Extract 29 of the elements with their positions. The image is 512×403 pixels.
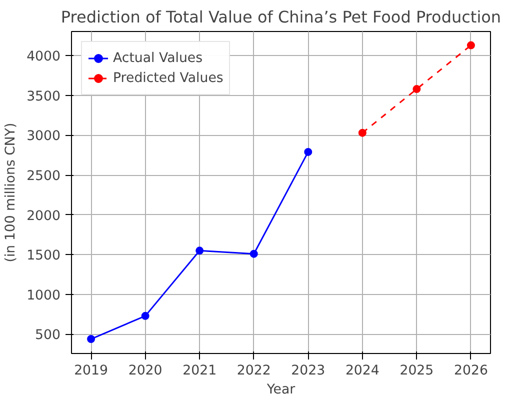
legend-label: Predicted Values	[113, 70, 224, 86]
point	[250, 250, 258, 258]
y-tick-label: 2500	[26, 169, 61, 184]
y-tick-label: 3500	[26, 89, 61, 104]
x-tick-label: 2026	[454, 364, 488, 378]
x-tick-label: 2023	[291, 364, 326, 378]
y-tick-label: 1000	[26, 288, 61, 304]
legend-label: Actual Values	[113, 50, 203, 66]
point	[304, 148, 312, 156]
point	[466, 41, 475, 50]
x-axis-title: Year	[266, 382, 296, 398]
point	[412, 85, 421, 94]
point	[196, 246, 204, 255]
point	[141, 312, 150, 320]
point	[358, 128, 366, 137]
y-tick-label: 3000	[26, 129, 61, 144]
x-tick-label: 2024	[345, 364, 380, 378]
y-axis-title: (in 100 millions CNY)	[4, 122, 19, 262]
y-tick-label: 4000	[26, 50, 61, 65]
x-tick-label: 2020	[128, 364, 162, 378]
y-tick-label: 500	[35, 328, 61, 344]
x-tick-label: 2022	[236, 364, 271, 378]
chart-title: Prediction of Total Value of China’s Pet Food Production	[60, 8, 502, 26]
y-tick-label: 2000	[26, 208, 61, 224]
point	[87, 335, 96, 344]
y-tick-label: 1500	[26, 248, 61, 264]
x-tick-label: 2019	[74, 364, 108, 378]
x-tick-label: 2025	[400, 364, 434, 378]
x-tick-label: 2021	[182, 364, 217, 378]
